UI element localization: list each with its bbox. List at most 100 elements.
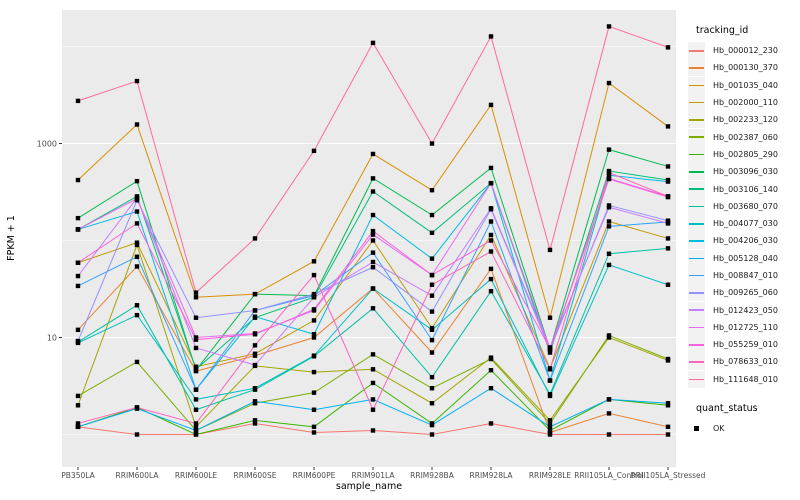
data-point	[429, 212, 435, 218]
x-tick-label: RRII105LA_Control	[574, 471, 644, 480]
data-point	[311, 148, 317, 154]
data-point	[75, 283, 81, 289]
data-point	[311, 407, 317, 412]
data-point	[488, 34, 494, 39]
data-point	[75, 393, 81, 399]
data-point	[606, 176, 612, 182]
data-point	[134, 405, 140, 410]
data-point	[429, 422, 435, 428]
legend-entry-Hb_055259_010: Hb_055259_010	[688, 336, 798, 354]
legend-entries: Hb_000012_230 Hb_000130_370 Hb_001035_040 H…	[688, 42, 798, 388]
legend-entry-Hb_003106_140: Hb_003106_140	[688, 180, 798, 198]
legend-entry-Hb_004077_030: Hb_004077_030	[688, 215, 798, 233]
data-point	[75, 177, 81, 183]
data-point	[488, 165, 494, 171]
data-point	[488, 206, 494, 211]
data-point	[547, 350, 553, 355]
data-point	[193, 421, 199, 426]
legend-entry-label: Hb_004077_030	[713, 219, 778, 229]
legend-entry-Hb_008847_010: Hb_008847_010	[688, 267, 798, 284]
data-point	[193, 295, 199, 300]
legend-entry-label: Hb_012423_050	[713, 305, 778, 315]
legend-entry-label: Hb_000012_230	[713, 46, 778, 56]
data-point	[370, 286, 376, 291]
data-point	[488, 421, 494, 426]
legend-entry-Hb_012725_110: Hb_012725_110	[688, 318, 798, 336]
data-point	[193, 337, 199, 342]
legend-line-key-icon	[688, 232, 705, 250]
legend-entry-label: Hb_003106_140	[713, 184, 778, 194]
data-point	[429, 350, 435, 355]
legend-entry-Hb_004206_030: Hb_004206_030	[688, 232, 798, 250]
data-point	[370, 151, 376, 157]
legend-entry-Hb_002805_290: Hb_002805_290	[688, 145, 798, 163]
data-point	[252, 418, 258, 423]
data-point	[606, 173, 612, 178]
data-point	[665, 221, 671, 226]
data-point	[429, 282, 435, 287]
data-point	[606, 147, 612, 152]
legend-entry-label: Hb_009265_060	[713, 288, 778, 298]
data-point	[429, 432, 435, 437]
data-point	[606, 205, 612, 210]
quant-ok-point-icon	[688, 420, 705, 437]
data-point	[488, 102, 494, 108]
data-point	[488, 356, 494, 362]
data-point	[134, 209, 140, 214]
legend-entry-label: Hb_003680_070	[713, 201, 778, 211]
data-point	[311, 335, 317, 340]
data-point	[193, 290, 199, 295]
data-point	[488, 249, 494, 254]
data-point	[665, 282, 671, 287]
data-point	[488, 266, 494, 272]
legend-line-key-icon	[688, 215, 705, 233]
x-axis-title: sample_name	[336, 481, 402, 492]
data-point	[370, 428, 376, 433]
data-point	[429, 386, 435, 391]
data-point	[193, 387, 199, 392]
data-point	[547, 367, 553, 372]
data-point	[311, 272, 317, 278]
x-tick-label: RRIM600LE	[175, 471, 218, 480]
data-point	[547, 315, 553, 320]
legend-line-key-icon	[688, 301, 705, 319]
data-point	[665, 424, 671, 430]
data-point	[370, 352, 376, 357]
data-point	[547, 428, 553, 433]
data-point	[75, 215, 81, 221]
data-point	[665, 179, 671, 184]
data-point	[75, 338, 81, 344]
data-point	[547, 247, 553, 253]
legend-title-quant-status: quant_status	[696, 402, 758, 414]
data-point	[252, 386, 258, 391]
data-point	[429, 293, 435, 298]
legend-entry-Hb_002387_060: Hb_002387_060	[688, 128, 798, 146]
legend-entry-label: Hb_004206_030	[713, 236, 778, 246]
data-point	[252, 343, 258, 348]
data-point	[488, 180, 494, 186]
legend-entry-Hb_002000_110: Hb_002000_110	[688, 94, 798, 112]
data-point	[429, 141, 435, 146]
data-point	[606, 411, 612, 416]
data-point	[488, 232, 494, 238]
legend-line-key-icon	[688, 111, 705, 129]
data-point	[134, 78, 140, 84]
legend-entry-label: Hb_001035_040	[713, 80, 778, 90]
data-point	[606, 224, 612, 229]
data-point	[134, 254, 140, 259]
legend-line-key-icon	[688, 284, 705, 302]
legend-entry-Hb_000130_370: Hb_000130_370	[688, 59, 798, 77]
data-point	[193, 432, 199, 437]
data-point	[606, 24, 612, 29]
data-point	[252, 314, 258, 319]
legend-line-key-icon	[688, 180, 705, 198]
data-point	[193, 428, 199, 433]
data-point	[606, 333, 612, 338]
data-point	[134, 221, 140, 226]
data-point	[252, 399, 258, 404]
y-tick-label: 10	[47, 333, 57, 342]
legend-line-key-icon	[688, 336, 705, 354]
legend-entry-label: OK	[713, 424, 725, 434]
data-point	[665, 45, 671, 50]
